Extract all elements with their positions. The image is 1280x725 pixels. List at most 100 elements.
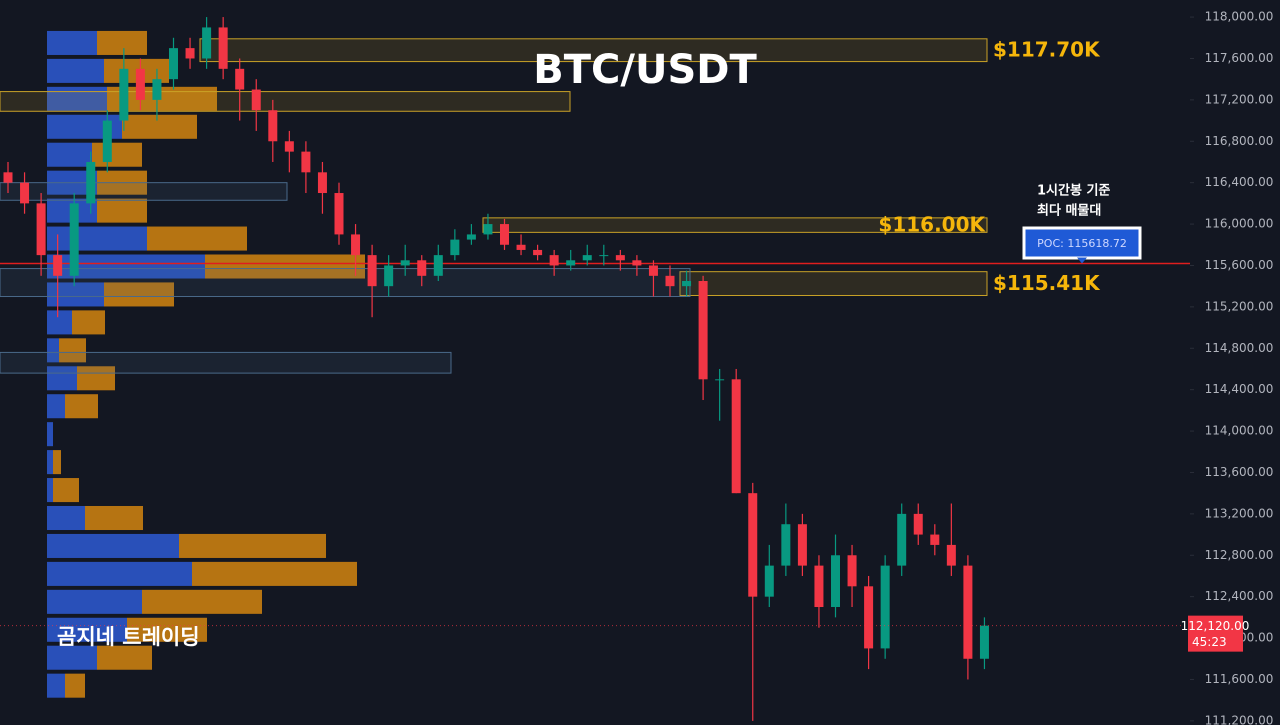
candle-body — [682, 280, 692, 287]
candle-body — [582, 255, 592, 261]
candle-body — [599, 255, 609, 257]
candle-body — [450, 239, 460, 256]
volume-sell — [97, 30, 147, 55]
zone-label: $117.70K — [993, 38, 1101, 62]
candle-body — [135, 68, 145, 100]
zone — [0, 268, 691, 298]
candle-body — [648, 265, 658, 276]
zone — [679, 271, 988, 296]
volume-buy — [47, 645, 97, 670]
volume-buy — [47, 226, 147, 251]
volume-sell — [104, 282, 174, 307]
volume-buy — [47, 589, 142, 614]
volume-buy — [47, 366, 77, 391]
volume-buy — [47, 58, 104, 83]
volume-sell — [179, 533, 326, 558]
poc-pointer — [1077, 257, 1087, 264]
volume-sell — [85, 505, 143, 531]
candle-body — [218, 27, 228, 69]
countdown: 45:23 — [1192, 635, 1227, 649]
candle-body — [433, 255, 443, 276]
volume-sell — [147, 226, 247, 251]
zone — [0, 91, 571, 112]
poc-note: 1시간봉 기준 — [1037, 183, 1110, 199]
candle-body — [284, 141, 294, 152]
last-price-label: 112,120.00 — [1181, 619, 1250, 633]
volume-sell — [97, 198, 147, 223]
candle-body — [715, 379, 725, 381]
poc-note: 최다 매물대 — [1037, 203, 1101, 219]
candle-body — [53, 255, 63, 276]
poc-label: POC: 115618.72 — [1037, 237, 1127, 250]
volume-buy — [47, 533, 179, 558]
watermark: 곰지네 트레이딩 — [57, 625, 200, 649]
volume-buy — [47, 338, 59, 363]
zone — [0, 182, 288, 201]
volume-buy — [47, 282, 104, 307]
y-tick-label: 112,400.00 — [1205, 589, 1274, 603]
zone-label: $116.00K — [878, 213, 986, 237]
candle-body — [235, 68, 245, 90]
candle-body — [797, 524, 807, 566]
candle-body — [185, 48, 195, 59]
y-tick-label: 113,200.00 — [1205, 506, 1274, 520]
y-tick-label: 114,800.00 — [1205, 341, 1274, 355]
candle-body — [3, 172, 13, 183]
candle-body — [384, 265, 394, 287]
candle-body — [268, 110, 278, 142]
candle-body — [516, 244, 526, 250]
volume-buy — [47, 505, 85, 531]
y-tick-label: 114,400.00 — [1205, 382, 1274, 396]
candle-body — [864, 586, 874, 649]
candle-body — [615, 255, 625, 261]
volume-sell — [122, 114, 197, 139]
y-tick-label: 117,200.00 — [1205, 92, 1274, 106]
candle-body — [979, 625, 989, 659]
volume-sell — [53, 450, 61, 475]
y-tick-label: 115,600.00 — [1205, 258, 1274, 272]
candle-body — [748, 493, 758, 597]
candle-body — [831, 555, 840, 608]
candle-body — [930, 534, 940, 545]
y-tick-label: 118,000.00 — [1205, 10, 1274, 24]
volume-sell — [205, 254, 365, 279]
candle-body — [69, 203, 79, 276]
y-tick-label: 111,600.00 — [1205, 672, 1274, 686]
volume-buy — [47, 561, 192, 586]
zone — [482, 217, 988, 233]
candle-body — [814, 565, 824, 608]
y-tick-label: 116,800.00 — [1205, 134, 1274, 148]
candle-body — [533, 249, 543, 256]
y-tick-label: 113,600.00 — [1205, 465, 1274, 479]
candle-body — [483, 224, 493, 235]
volume-sell — [127, 617, 207, 642]
candle-body — [500, 224, 509, 245]
zone — [0, 351, 452, 374]
candle-body — [86, 161, 96, 204]
y-tick-label: 116,400.00 — [1205, 175, 1274, 189]
candle-body — [731, 379, 741, 494]
volume-sell — [72, 310, 105, 335]
volume-sell — [192, 561, 357, 586]
volume-buy — [47, 142, 92, 167]
candle-body — [251, 89, 261, 111]
volume-buy — [47, 450, 53, 475]
candle-body — [36, 203, 46, 256]
y-tick-label: 117,600.00 — [1205, 51, 1274, 65]
volume-buy — [47, 310, 72, 335]
volume-sell — [65, 394, 98, 419]
last-price-box — [1188, 615, 1243, 652]
candle-body — [698, 280, 708, 380]
volume-buy — [47, 673, 65, 698]
candle-body — [781, 524, 791, 566]
candle-body — [665, 275, 675, 287]
zone-label: $115.41K — [993, 271, 1101, 295]
volume-sell — [92, 142, 142, 167]
candle-body — [367, 255, 377, 287]
candle-body — [119, 68, 129, 121]
candle-body — [897, 513, 907, 566]
volume-sell — [77, 366, 115, 391]
candle-body — [963, 565, 973, 659]
candle-body — [202, 27, 212, 59]
